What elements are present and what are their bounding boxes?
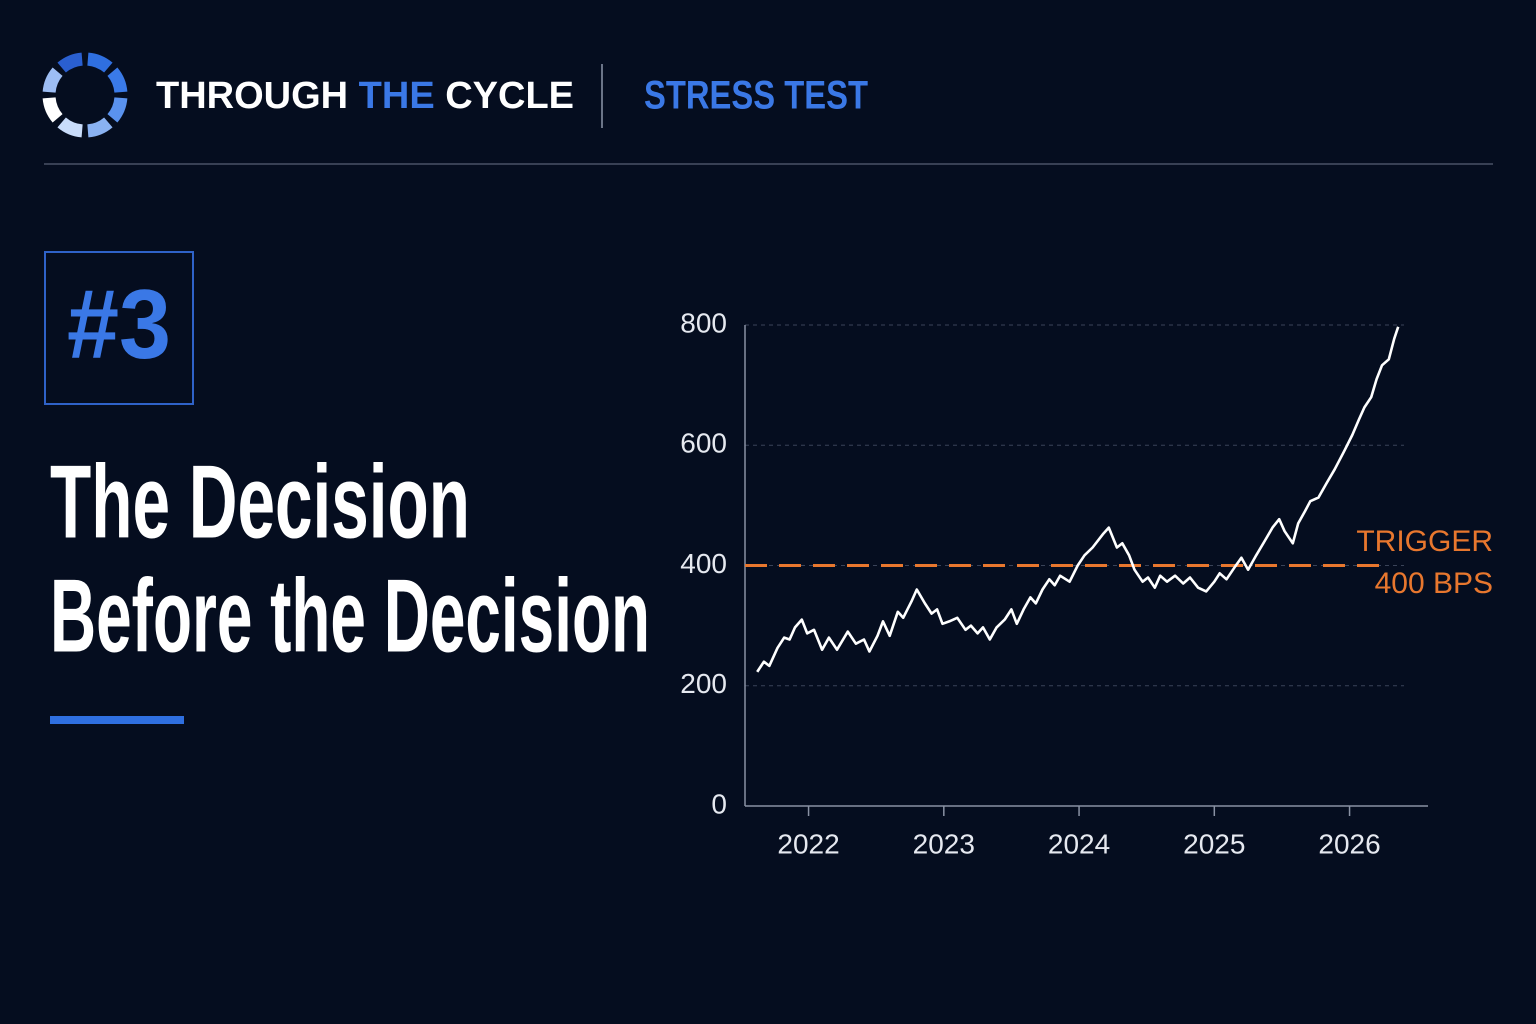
title-line: Before the Decision <box>50 558 650 674</box>
chart: 0 200 400 600 800 2022 2023 2024 2025 2026 TRIGGER… <box>680 307 1493 859</box>
logo-segment <box>42 67 63 94</box>
y-tick-label: 800 <box>680 307 727 338</box>
y-tick-label: 600 <box>680 428 727 459</box>
logo-segment <box>107 67 128 94</box>
section-label: STRESS TEST <box>644 74 868 118</box>
x-tick-label: 2025 <box>1183 828 1245 859</box>
y-tick-label: 200 <box>680 668 727 699</box>
badge-box <box>44 251 194 405</box>
y-tick-label: 400 <box>680 548 727 579</box>
x-tick-label: 2026 <box>1318 828 1380 859</box>
x-tick-label: 2023 <box>913 828 975 859</box>
brand: THROUGH THE CYCLE <box>156 75 574 117</box>
logo-segment <box>86 52 113 73</box>
title-line: The Decision <box>50 444 470 560</box>
y-tick-label: 0 <box>711 788 727 819</box>
x-tick-label: 2024 <box>1048 828 1110 859</box>
logo <box>42 52 128 138</box>
trigger-label: 400 BPS <box>1375 567 1493 600</box>
brand-word: THROUGH <box>156 75 348 117</box>
badge: #3 <box>67 269 171 379</box>
logo-segment <box>107 96 128 123</box>
title-underline <box>50 716 184 724</box>
logo-segment <box>57 117 84 138</box>
logo-segment <box>86 117 113 138</box>
brand-word: THE <box>359 75 435 117</box>
brand-word: CYCLE <box>445 75 574 117</box>
logo-segment <box>57 52 84 73</box>
trigger-label: TRIGGER <box>1356 525 1493 558</box>
data-line <box>756 326 1400 673</box>
x-tick-label: 2022 <box>777 828 839 859</box>
logo-segment <box>42 96 63 123</box>
